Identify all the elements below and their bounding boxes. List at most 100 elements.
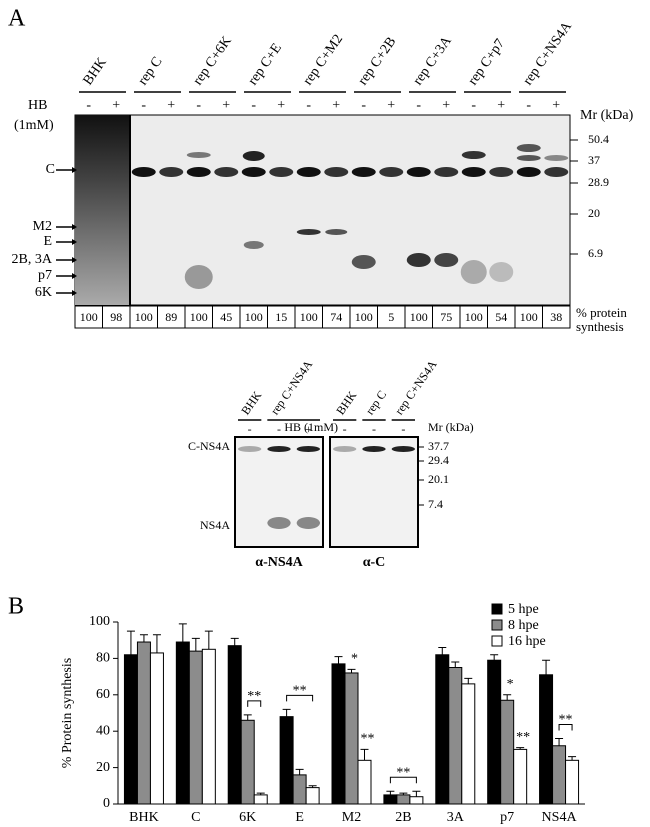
hb-sign: + bbox=[112, 98, 120, 113]
mr-marker: 37.7 bbox=[428, 439, 449, 453]
hb-sign: - bbox=[251, 98, 256, 113]
bar bbox=[240, 719, 255, 805]
band bbox=[379, 167, 404, 177]
band bbox=[434, 253, 459, 267]
mr-marker: 20 bbox=[588, 206, 600, 220]
lane-label: rep C+NS4A bbox=[521, 19, 576, 89]
bar bbox=[292, 774, 307, 805]
hb-sign: + bbox=[305, 422, 312, 436]
percent-value: 100 bbox=[355, 310, 373, 324]
band bbox=[241, 167, 266, 177]
band bbox=[351, 255, 376, 269]
error-bar bbox=[230, 637, 239, 646]
bar bbox=[396, 794, 411, 805]
percent-value: 74 bbox=[330, 310, 342, 324]
mr-label: Mr (kDa) bbox=[580, 108, 634, 123]
band-label: M2 bbox=[33, 219, 52, 234]
significance-mark: * bbox=[507, 677, 514, 692]
x-tick-label: 3A bbox=[447, 810, 465, 825]
band-label: p7 bbox=[38, 268, 52, 283]
lane-label: rep C+p7 bbox=[466, 36, 508, 88]
band bbox=[544, 155, 569, 161]
y-tick-label: 80 bbox=[96, 651, 110, 666]
error-bar bbox=[282, 708, 291, 717]
bar bbox=[357, 759, 372, 805]
y-axis-label: % Protein synthesis bbox=[60, 658, 75, 768]
band bbox=[406, 253, 431, 267]
arrow-head bbox=[72, 273, 77, 279]
hb-sign: + bbox=[332, 98, 340, 113]
significance-bracket bbox=[286, 694, 314, 702]
band bbox=[242, 151, 265, 161]
lane-label: rep C+NS4A bbox=[392, 357, 440, 417]
error-bar bbox=[360, 748, 369, 761]
band-label: 6K bbox=[35, 285, 52, 300]
bar bbox=[123, 654, 138, 805]
percent-value: 75 bbox=[440, 310, 452, 324]
x-tick-label: BHK bbox=[129, 810, 159, 825]
hb-sign: - bbox=[306, 98, 311, 113]
hb-sign: + bbox=[552, 98, 560, 113]
percent-value: 100 bbox=[465, 310, 483, 324]
percent-value: 100 bbox=[135, 310, 153, 324]
error-bar bbox=[126, 630, 135, 655]
x-tick-label: C bbox=[191, 810, 200, 825]
band bbox=[351, 167, 376, 177]
lane-label: BHK bbox=[81, 55, 110, 88]
lane-label: rep C+3A bbox=[411, 33, 456, 88]
bar bbox=[344, 672, 359, 805]
significance-bracket bbox=[247, 700, 262, 707]
mr-marker: 28.9 bbox=[588, 175, 609, 189]
hb-sign: - bbox=[526, 98, 531, 113]
percent-value: 100 bbox=[190, 310, 208, 324]
significance-mark: ** bbox=[396, 765, 410, 780]
error-bar bbox=[243, 714, 252, 721]
x-tick-label: p7 bbox=[500, 810, 514, 825]
error-bar bbox=[152, 634, 161, 653]
error-bar bbox=[295, 768, 304, 775]
gel-background bbox=[74, 114, 571, 306]
error-bar bbox=[555, 737, 564, 746]
significance-bracket bbox=[558, 723, 573, 731]
error-bar bbox=[464, 677, 473, 684]
error-bar bbox=[256, 792, 265, 795]
hb-sign: + bbox=[442, 98, 450, 113]
bar bbox=[500, 699, 515, 805]
x-tick-label: 6K bbox=[239, 810, 256, 825]
legend-label: 5 hpe bbox=[508, 602, 539, 617]
arrow-head bbox=[72, 167, 77, 173]
significance-mark: ** bbox=[516, 730, 530, 745]
y-tick-label: 20 bbox=[96, 760, 110, 775]
bar bbox=[279, 716, 294, 805]
band bbox=[296, 446, 321, 452]
band-label: C-NS4A bbox=[188, 439, 230, 453]
hb-sign: + bbox=[222, 98, 230, 113]
legend-swatch bbox=[491, 619, 503, 631]
error-bar bbox=[412, 790, 421, 797]
bar bbox=[136, 641, 151, 805]
percent-value: 100 bbox=[245, 310, 263, 324]
percent-value: 98 bbox=[110, 310, 122, 324]
hb-sign: + bbox=[387, 98, 395, 113]
blot bbox=[234, 436, 324, 548]
hb-conc: (1mM) bbox=[14, 118, 54, 133]
bar bbox=[409, 796, 424, 805]
bar bbox=[227, 645, 242, 805]
error-bar bbox=[178, 623, 187, 643]
arrow-head bbox=[72, 257, 77, 263]
significance-mark: * bbox=[351, 652, 358, 667]
lane-label: rep C+6K bbox=[191, 34, 235, 88]
mr-marker: 29.4 bbox=[428, 453, 449, 467]
y-tick-label: 60 bbox=[96, 687, 110, 702]
x-tick-label: E bbox=[295, 810, 304, 825]
percent-cell bbox=[542, 305, 571, 329]
percent-value: 15 bbox=[275, 310, 287, 324]
legend-label: 8 hpe bbox=[508, 618, 539, 633]
band bbox=[489, 262, 514, 282]
mr-label: Mr (kDa) bbox=[428, 420, 474, 434]
percent-value: 100 bbox=[520, 310, 538, 324]
lane-label: rep C bbox=[363, 388, 390, 418]
band bbox=[243, 241, 264, 249]
lane-label: BHK bbox=[238, 388, 264, 417]
